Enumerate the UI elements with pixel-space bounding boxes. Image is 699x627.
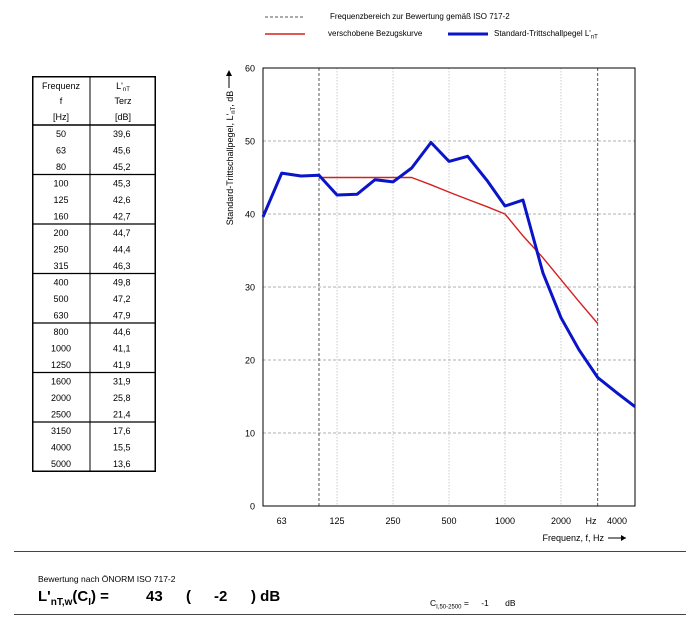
- table-cell-level: 17,6: [113, 426, 131, 436]
- table-cell-frequency: 80: [56, 162, 66, 172]
- table-cell-frequency: 63: [56, 146, 66, 156]
- legend-measured-sub: nT: [590, 34, 598, 41]
- table-cell-frequency: 800: [53, 327, 68, 337]
- separator-top: [14, 551, 686, 552]
- legend-measured-text: Standard-Trittschallpegel L': [494, 29, 591, 38]
- rating-row: L'nT,w(CI) = 43 ( -2 ) dB: [38, 588, 638, 610]
- table-cell-frequency: 5000: [51, 459, 71, 469]
- table-cell-level: 45,2: [113, 162, 131, 172]
- table-header-frequency: Frequenz: [42, 81, 81, 91]
- rating-ci-value: -2: [214, 588, 228, 605]
- c-term-unit: dB: [505, 598, 516, 608]
- y-axis-label: Standard-Trittschallpegel, L'nT, dB: [225, 91, 237, 225]
- table-header-level: Terz: [114, 96, 132, 106]
- table-cell-level: 46,3: [113, 261, 131, 271]
- rating-symbol-c-sub: I: [88, 597, 92, 608]
- table-cell-frequency: 160: [53, 212, 68, 222]
- table-cell-level: 31,9: [113, 377, 131, 387]
- table-cell-level: 49,8: [113, 278, 131, 288]
- table-cell-frequency: 2500: [51, 410, 71, 420]
- c-term-value: -1: [481, 598, 489, 608]
- table-cell-level: 42,6: [113, 195, 131, 205]
- chart: 0 10 20 30 40 50 60 63 125 250 500 1000 2000 Hz 4000Fr…: [225, 64, 636, 543]
- table-cell-level: 47,2: [113, 294, 131, 304]
- table-cell-frequency: 315: [53, 261, 68, 271]
- table-cell-frequency: 250: [53, 245, 68, 255]
- rating-symbol-close: ) =: [91, 588, 109, 605]
- rating-symbol-open: (C: [72, 588, 89, 605]
- table-cell-level: 15,5: [113, 443, 131, 453]
- c-term-row: CI,50-2500 = -1 dB: [430, 598, 516, 611]
- table-cell-frequency: 2000: [51, 393, 71, 403]
- table-header-frequency: f: [60, 96, 63, 106]
- x-tick-label: 1000: [495, 516, 515, 526]
- table-cell-frequency: 400: [53, 278, 68, 288]
- c-term-main: C: [430, 598, 437, 608]
- x-tick-label: 250: [385, 516, 400, 526]
- table-cell-level: 25,8: [113, 393, 131, 403]
- table-cell-frequency: 4000: [51, 443, 71, 453]
- table-header-frequency: [Hz]: [53, 112, 69, 122]
- rating-paren-open: (: [186, 588, 191, 605]
- table-cell-frequency: 50: [56, 129, 66, 139]
- table-header-level: [dB]: [115, 112, 131, 122]
- rating-symbol-main: L': [38, 588, 51, 605]
- table-cell-level: 44,4: [113, 245, 131, 255]
- y-tick-label: 60: [245, 64, 255, 74]
- table-cell-level: 45,6: [113, 146, 131, 156]
- frequency-table: Frequenz f [Hz] L'nT Terz [dB] 50 39,6 63 45,6 80 4…: [32, 76, 156, 472]
- table-cell-level: 41,1: [113, 344, 131, 354]
- table-cell-level: 41,9: [113, 360, 131, 370]
- rating-symbol-sub: nT,w: [50, 597, 73, 608]
- table-cell-frequency: 1250: [51, 360, 71, 370]
- table-cell-level: 39,6: [113, 129, 131, 139]
- rating-value: 43: [146, 588, 163, 605]
- table-cell-frequency: 630: [53, 311, 68, 321]
- x-tick-label: 125: [330, 516, 345, 526]
- rating-symbol: L'nT,w(CI) =: [38, 588, 109, 608]
- y-tick-label: 0: [250, 502, 255, 512]
- plot-frame: [262, 67, 636, 507]
- table-cell-frequency: 100: [53, 179, 68, 189]
- table-cell-frequency: 125: [53, 195, 68, 205]
- table-cell-level: 42,7: [113, 212, 131, 222]
- rating-standard-label: Bewertung nach ÖNORM ISO 717-2: [38, 574, 176, 584]
- table-cell-level: 44,6: [113, 327, 131, 337]
- y-tick-label: 30: [245, 283, 255, 293]
- y-tick-label: 10: [245, 429, 255, 439]
- table-cell-level: 13,6: [113, 459, 131, 469]
- c-term-label: CI,50-2500 =: [430, 598, 469, 611]
- legend-range-label: Frequenzbereich zur Bewertung gemäß ISO …: [330, 12, 510, 21]
- chart-legend: Frequenzbereich zur Bewertung gemäß ISO …: [0, 0, 699, 60]
- table-cell-frequency: 1000: [51, 344, 71, 354]
- table-cell-level: 47,9: [113, 311, 131, 321]
- x-tick-label: 500: [441, 516, 456, 526]
- table-cell-level: 44,7: [113, 228, 131, 238]
- y-tick-label: 50: [245, 137, 255, 147]
- x-axis-label: Frequenz, f, Hz: [542, 533, 604, 543]
- table-cell-level: 45,3: [113, 179, 131, 189]
- y-tick-label: 20: [245, 356, 255, 366]
- legend-measured-label: Standard-Trittschallpegel L'nT: [494, 29, 598, 41]
- separator-bottom: [14, 614, 686, 615]
- table-cell-level: 21,4: [113, 410, 131, 420]
- y-tick-label: 40: [245, 210, 255, 220]
- c-term-eq: =: [461, 598, 469, 608]
- table-cell-frequency: 1600: [51, 377, 71, 387]
- table-cell-frequency: 500: [53, 294, 68, 304]
- table-cell-frequency: 3150: [51, 426, 71, 436]
- table-cell-frequency: 200: [53, 228, 68, 238]
- rating-paren-close: ) dB: [251, 588, 281, 605]
- y-axis-arrowhead: [226, 70, 232, 76]
- table-header-level: L'nT: [116, 81, 130, 93]
- legend-shifted-label: verschobene Bezugskurve: [328, 29, 423, 38]
- series-measured-line: [261, 141, 636, 408]
- series-shifted-line: [319, 176, 599, 324]
- x-tick-label: Hz: [585, 516, 596, 526]
- x-tick-label: 2000: [551, 516, 571, 526]
- c-term-sub: I,50-2500: [436, 604, 462, 611]
- x-axis-arrowhead: [621, 535, 626, 541]
- x-tick-label: 63: [277, 516, 287, 526]
- x-tick-label: 4000: [607, 516, 627, 526]
